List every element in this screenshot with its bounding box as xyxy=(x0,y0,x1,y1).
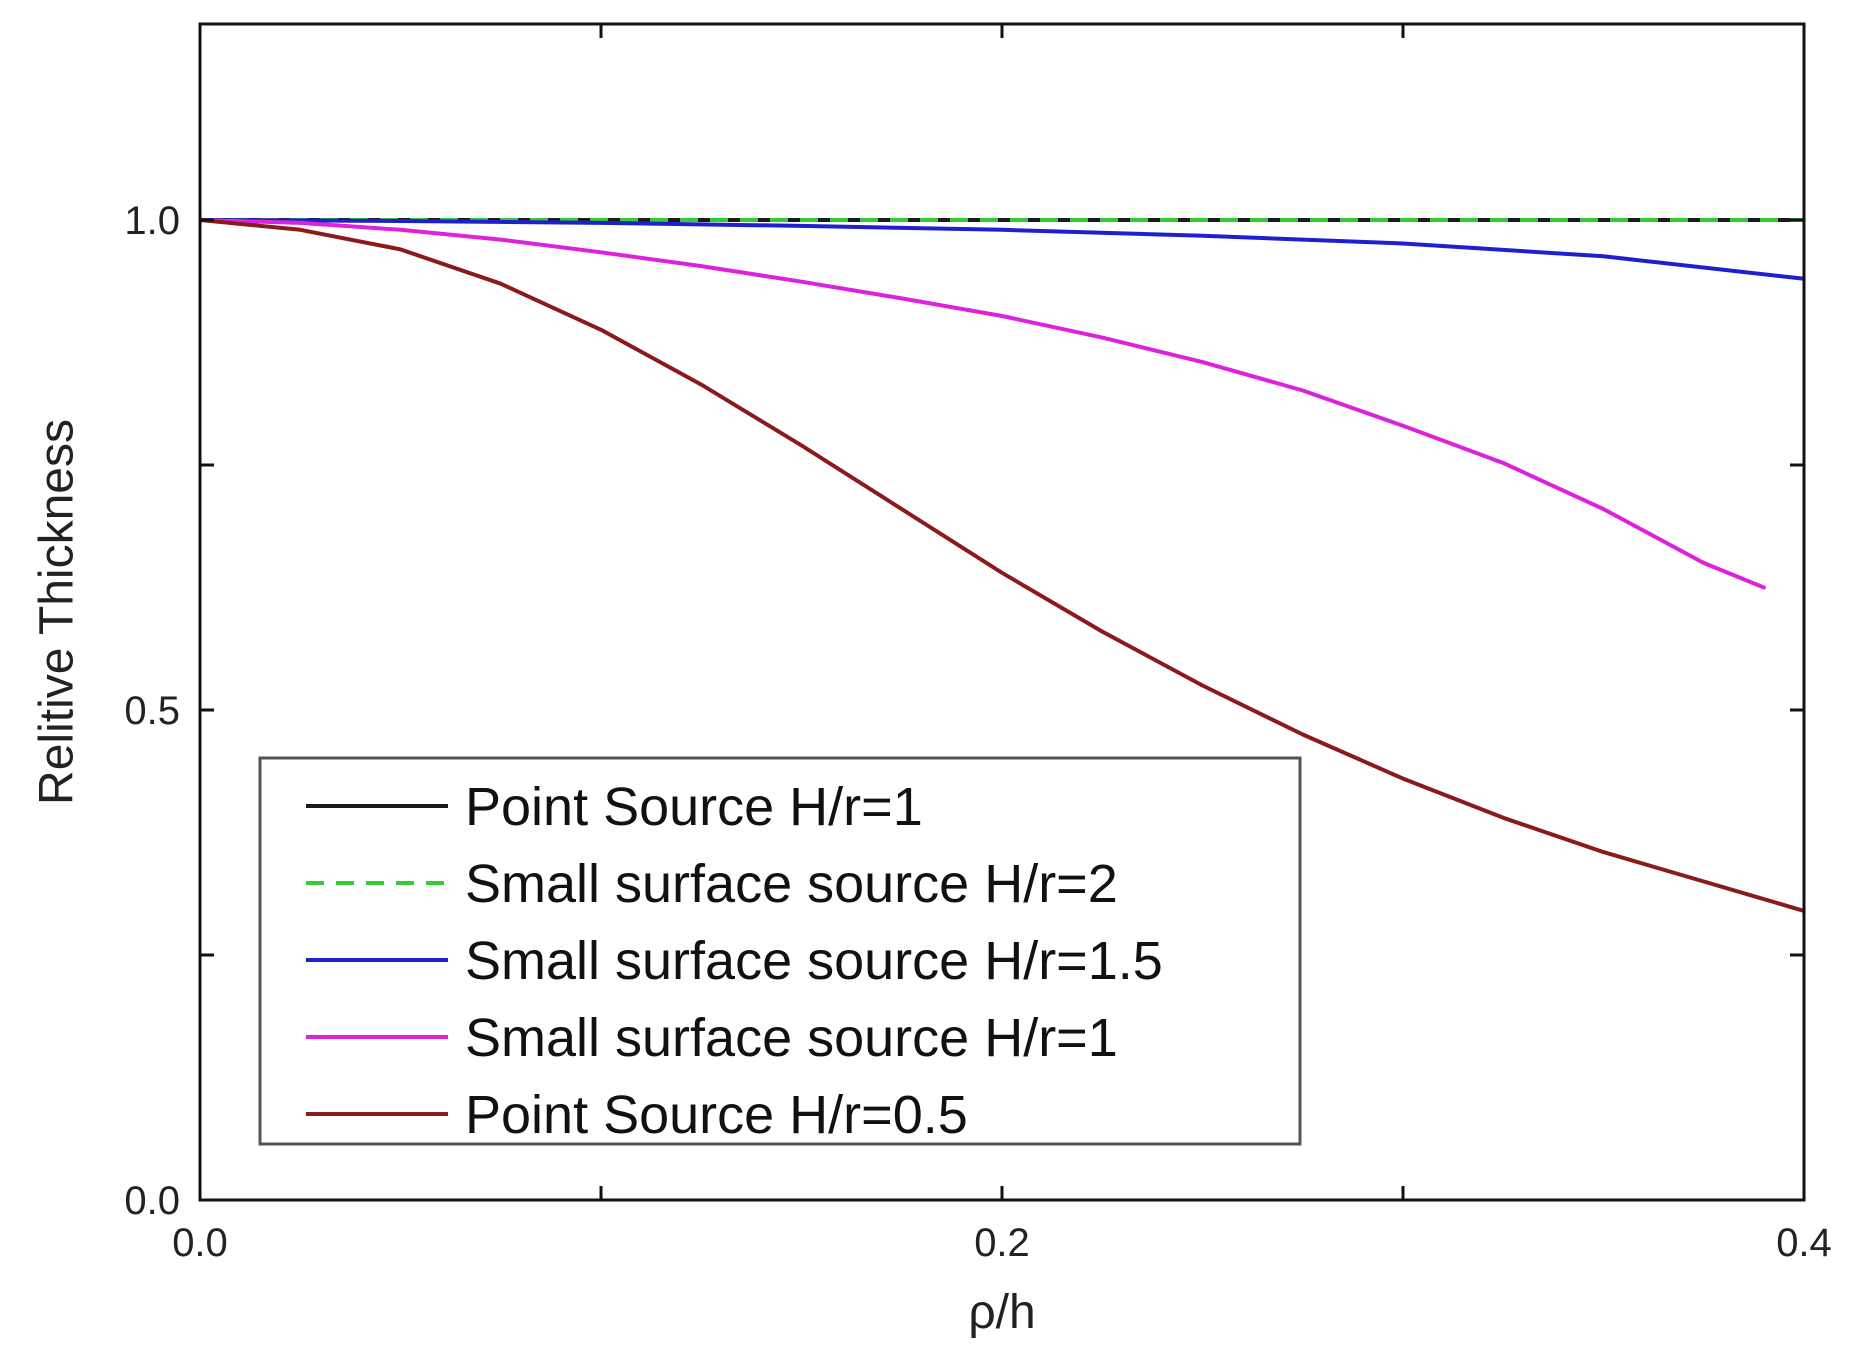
x-tick-label: 0.4 xyxy=(1776,1221,1832,1265)
y-tick-label: 0.5 xyxy=(124,689,180,733)
legend-label-1: Point Source H/r=1 xyxy=(465,777,923,837)
series-line-5 xyxy=(200,218,1804,913)
series-line-4 xyxy=(200,218,1766,590)
legend-label-4: Small surface source H/r=1 xyxy=(465,1008,1118,1068)
y-axis-title: Relitive Thickness xyxy=(31,419,84,805)
legend-label-2: Small surface source H/r=2 xyxy=(465,854,1118,914)
x-tick-label: 0.0 xyxy=(172,1221,228,1265)
axis-ticks: 0.0 0.2 0.4 0.0 0.5 1.0 xyxy=(124,24,1832,1265)
legend-label-3: Small surface source H/r=1.5 xyxy=(465,931,1163,991)
legend-box xyxy=(258,756,1302,1146)
y-tick-label: 0.0 xyxy=(124,1179,180,1223)
legend: Point Source H/r=1 Small surface source H… xyxy=(258,756,1302,1146)
x-axis-title: ρ/h xyxy=(968,1286,1035,1339)
x-tick-label: 0.2 xyxy=(974,1221,1030,1265)
legend-label-5: Point Source H/r=0.5 xyxy=(465,1085,968,1145)
y-tick-label: 1.0 xyxy=(124,199,180,243)
series-line-3 xyxy=(200,218,1804,281)
series-layer xyxy=(200,218,1804,913)
